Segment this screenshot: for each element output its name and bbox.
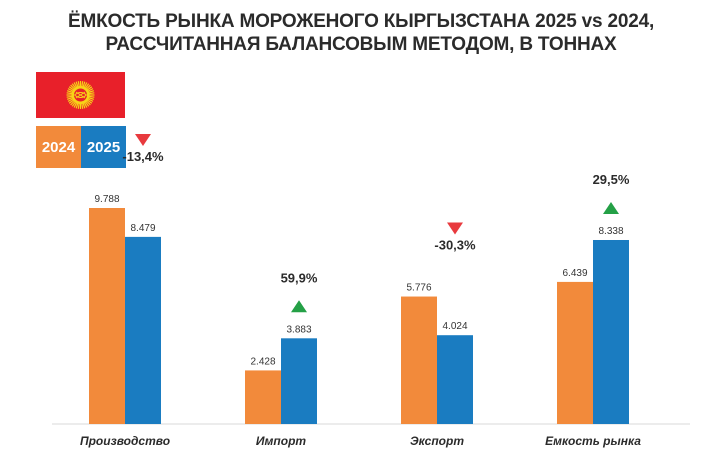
change-label-1: 59,9% bbox=[281, 270, 318, 285]
category-label-0: Производство bbox=[80, 434, 170, 448]
legend-2024-label: 2024 bbox=[41, 138, 76, 156]
bar-2024-0 bbox=[89, 208, 125, 424]
legend-2025: 2025 bbox=[81, 126, 126, 168]
title-line-1: ЁМКОСТЬ РЫНКА МОРОЖЕНОГО КЫРГЫЗСТАНА 202… bbox=[67, 11, 655, 32]
change-label-3: 29,5% bbox=[593, 172, 630, 187]
bar-2025-2 bbox=[437, 335, 473, 424]
data-label-2024-2: 5.776 bbox=[406, 283, 431, 294]
change-label-2: -30,3% bbox=[434, 238, 476, 253]
data-label-2025-0: 8.479 bbox=[130, 223, 155, 234]
down-triangle-icon-2 bbox=[447, 222, 463, 235]
bar-2025-3 bbox=[593, 239, 629, 424]
data-label-2024-0: 9.788 bbox=[94, 194, 119, 205]
category-label-1: Импорт bbox=[256, 434, 306, 448]
category-label-2: Экспорт bbox=[410, 434, 464, 448]
kyrgyzstan-flag-icon bbox=[36, 72, 125, 118]
data-label-2025-1: 3.883 bbox=[286, 324, 311, 335]
down-triangle-icon-0 bbox=[135, 134, 151, 146]
title-line-2: РАССЧИТАННАЯ БАЛАНСОВЫМ МЕТОДОМ, В ТОННА… bbox=[105, 34, 617, 55]
bar-2024-1 bbox=[245, 370, 281, 424]
data-label-2025-3: 8.338 bbox=[598, 226, 623, 237]
legend-2024: 2024 bbox=[36, 126, 81, 168]
category-label-3: Емкость рынка bbox=[545, 434, 641, 448]
up-triangle-icon-1 bbox=[291, 300, 307, 313]
legend-2025-label: 2025 bbox=[86, 138, 121, 156]
change-label-0: -13,4% bbox=[122, 149, 164, 164]
data-label-2024-1: 2.428 bbox=[250, 356, 275, 367]
data-label-2025-2: 4.024 bbox=[442, 321, 467, 332]
data-label-2024-3: 6.439 bbox=[562, 268, 587, 279]
bar-2024-2 bbox=[401, 296, 437, 424]
up-triangle-icon-3 bbox=[603, 201, 619, 214]
bar-2025-1 bbox=[281, 338, 317, 424]
bar-2024-3 bbox=[557, 281, 593, 424]
bar-2025-0 bbox=[125, 236, 161, 424]
chart-title: ЁМКОСТЬ РЫНКА МОРОЖЕНОГО КЫРГЫЗСТАНА 202… bbox=[0, 10, 722, 56]
